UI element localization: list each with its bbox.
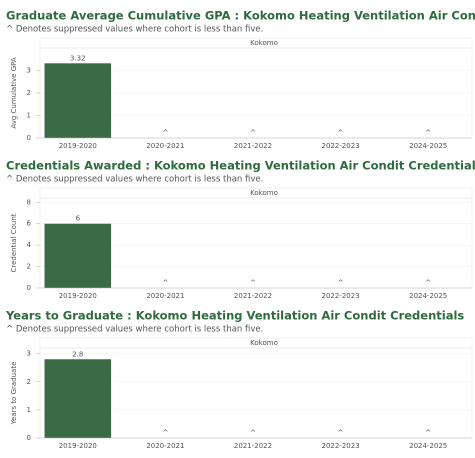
x-tick-label: 2021-2022 — [234, 442, 272, 450]
value-label: ^ — [250, 279, 256, 287]
value-label: ^ — [338, 429, 344, 437]
x-tick-label: 2024-2025 — [409, 142, 447, 150]
y-tick-label: 6 — [27, 220, 32, 228]
y-tick-label: 0 — [27, 134, 31, 142]
x-tick-label: 2019-2020 — [59, 292, 97, 300]
x-tick-label: 2022-2023 — [322, 442, 360, 450]
chart-subtitle: ^ Denotes suppressed values where cohort… — [6, 175, 263, 185]
facet-label: Kokomo — [250, 39, 278, 47]
y-tick-label: 2 — [27, 378, 31, 386]
bar — [44, 63, 112, 138]
x-tick-label: 2022-2023 — [322, 142, 360, 150]
x-tick-label: 2019-2020 — [59, 142, 97, 150]
x-tick-label: 2024-2025 — [409, 442, 447, 450]
value-label: 6 — [76, 215, 81, 223]
value-label: ^ — [162, 129, 168, 137]
y-tick-label: 2 — [27, 263, 31, 271]
y-axis-title: Years to Graduate — [10, 362, 18, 426]
value-label: ^ — [250, 429, 256, 437]
y-axis-title: Avg Cumulative GPA — [10, 57, 18, 129]
chart-title: Graduate Average Cumulative GPA : Kokomo… — [6, 9, 475, 23]
value-label: ^ — [162, 279, 168, 287]
y-tick-label: 3 — [27, 350, 31, 358]
value-label: ^ — [425, 429, 431, 437]
y-tick-label: 1 — [27, 112, 31, 120]
x-tick-label: 2022-2023 — [322, 292, 360, 300]
x-tick-label: 2020-2021 — [146, 292, 184, 300]
chart-title: Credentials Awarded : Kokomo Heating Ven… — [6, 159, 475, 173]
bar — [44, 223, 112, 288]
x-tick-label: 2020-2021 — [146, 142, 184, 150]
y-tick-label: 2 — [27, 89, 31, 97]
value-label: 3.32 — [70, 54, 86, 62]
y-tick-label: 3 — [27, 67, 31, 75]
value-label: ^ — [162, 429, 168, 437]
y-tick-label: 0 — [27, 434, 31, 442]
value-label: 2.8 — [72, 350, 83, 358]
x-tick-label: 2021-2022 — [234, 292, 272, 300]
value-label: ^ — [250, 129, 256, 137]
y-axis-title: Credential Count — [10, 213, 18, 272]
x-tick-label: 2020-2021 — [146, 442, 184, 450]
chart-title: Years to Graduate : Kokomo Heating Venti… — [5, 309, 464, 323]
value-label: ^ — [338, 279, 344, 287]
chart-subtitle: ^ Denotes suppressed values where cohort… — [6, 325, 263, 335]
chart-subtitle: ^ Denotes suppressed values where cohort… — [6, 25, 263, 35]
value-label: ^ — [338, 129, 344, 137]
x-tick-label: 2024-2025 — [409, 292, 447, 300]
x-tick-label: 2019-2020 — [59, 442, 97, 450]
x-tick-label: 2021-2022 — [234, 142, 272, 150]
y-tick-label: 1 — [27, 406, 31, 414]
bar — [44, 359, 112, 438]
value-label: ^ — [425, 129, 431, 137]
facet-label: Kokomo — [250, 189, 278, 197]
facet-label: Kokomo — [250, 339, 278, 347]
y-tick-label: 8 — [27, 198, 31, 206]
y-tick-label: 0 — [27, 284, 31, 292]
y-tick-label: 4 — [27, 241, 32, 249]
value-label: ^ — [425, 279, 431, 287]
